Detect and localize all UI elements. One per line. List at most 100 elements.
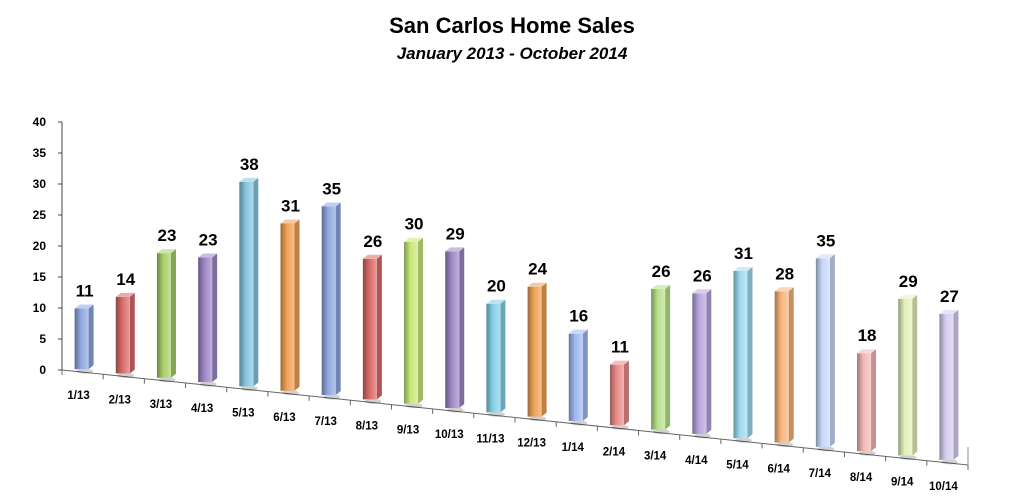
bar-side <box>88 304 94 370</box>
bar-top <box>156 249 176 254</box>
bar-shadow <box>282 390 299 396</box>
bar-side <box>418 237 424 404</box>
bar-top <box>198 253 218 258</box>
data-label: 31 <box>281 196 300 215</box>
bar-side <box>376 254 382 400</box>
bar-3-14 <box>651 284 671 435</box>
bar-shadow <box>693 433 711 439</box>
x-tick-label: 2/13 <box>109 394 131 406</box>
bar-front <box>692 293 707 434</box>
axes <box>58 121 969 470</box>
x-tick-label: 3/14 <box>644 451 667 463</box>
y-tick-label: 25 <box>33 208 47 222</box>
bar-10-14 <box>939 309 959 465</box>
x-tick-label: 9/13 <box>397 425 419 437</box>
x-tick-labels: 1/13 2/13 3/13 4/13 5/13 6/13 7/13 8/13 9/13 10/1… <box>67 390 958 493</box>
data-label: 38 <box>240 155 259 174</box>
chart-subtitle: January 2013 - October 2014 <box>397 44 628 63</box>
bar-front <box>445 251 460 409</box>
bar-5-14 <box>733 266 753 443</box>
bar-top <box>362 254 382 259</box>
bar-side <box>871 349 877 452</box>
bar-front <box>486 303 501 413</box>
data-label: 14 <box>116 270 135 289</box>
x-tick-label: 8/14 <box>850 472 873 484</box>
bar-top <box>692 289 712 294</box>
x-tick-label: 5/14 <box>726 459 749 471</box>
y-tick-label: 35 <box>33 146 47 160</box>
bar-shadow <box>776 442 794 448</box>
bar-side <box>665 284 671 430</box>
bar-side <box>335 202 341 396</box>
bar-front <box>651 288 666 430</box>
bar-shadow <box>899 455 917 461</box>
y-tick-label: 5 <box>39 332 46 346</box>
x-tick-label: 7/13 <box>314 416 336 428</box>
bar-side <box>706 289 712 434</box>
bar-shadow <box>652 429 670 435</box>
bar-top <box>898 294 918 299</box>
x-tick-label: 6/14 <box>767 464 790 476</box>
bar-side <box>829 254 835 447</box>
bar-top <box>651 284 671 289</box>
bar-3-13 <box>156 249 176 383</box>
x-tick-label: 1/13 <box>67 390 89 402</box>
bar-shadow <box>117 372 135 378</box>
bar-top <box>815 254 835 259</box>
data-label: 27 <box>940 287 959 306</box>
data-label: 35 <box>322 179 341 198</box>
bar-top <box>939 309 959 314</box>
bar-top <box>609 360 629 365</box>
bar-11-13 <box>486 299 506 417</box>
bar-top <box>733 266 753 271</box>
bar-1-14 <box>568 329 588 426</box>
y-tick-label: 40 <box>33 115 47 129</box>
bar-front <box>362 258 377 400</box>
x-tick-label: 5/13 <box>232 407 254 419</box>
bar-front <box>198 257 213 383</box>
bar-shadow <box>76 368 93 374</box>
data-label: 11 <box>76 282 94 301</box>
bar-2-14 <box>609 360 629 430</box>
bar-10-13 <box>445 247 465 413</box>
bar-front <box>527 286 542 417</box>
bar-2-13 <box>115 292 135 378</box>
x-tick-label: 4/13 <box>191 403 213 415</box>
data-label: 11 <box>611 338 629 357</box>
bar-6-13 <box>280 219 300 396</box>
bar-front <box>733 270 748 439</box>
bar-front <box>115 296 130 374</box>
x-tick-label: 3/13 <box>150 399 172 411</box>
x-tick-label: 9/14 <box>891 477 914 489</box>
bar-shadow <box>446 407 464 413</box>
bar-front <box>156 253 171 378</box>
bar-top <box>321 202 341 207</box>
bar-front <box>404 241 419 404</box>
x-tick-label: 6/13 <box>273 412 295 424</box>
bar-12-13 <box>527 282 547 422</box>
bar-shadow <box>158 377 176 383</box>
x-tick-label: 8/13 <box>356 420 378 432</box>
bar-side <box>623 360 629 426</box>
bar-top <box>445 247 465 252</box>
bar-shadow <box>488 411 505 417</box>
bar-front <box>815 258 830 447</box>
data-label: 26 <box>693 266 712 285</box>
bar-front <box>239 181 254 387</box>
bar-shadow <box>858 450 876 456</box>
data-label: 26 <box>363 232 382 251</box>
x-tick-label: 11/13 <box>476 433 504 445</box>
y-tick-label: 15 <box>33 270 47 284</box>
data-label: 30 <box>405 215 424 234</box>
data-labels: 11 14 23 23 38 31 35 26 30 29 20 24 16 11 26 26 31 28 35 18… <box>76 155 959 357</box>
bar-side <box>170 249 176 378</box>
bars <box>74 177 959 465</box>
bar-shadow <box>323 394 341 400</box>
bar-7-14 <box>815 254 835 452</box>
bar-top <box>527 282 547 287</box>
x-tick-label: 1/14 <box>562 442 585 454</box>
bar-8-14 <box>857 349 877 456</box>
x-tick-label: 2/14 <box>603 446 626 458</box>
x-tick-label: 10/14 <box>929 481 958 493</box>
